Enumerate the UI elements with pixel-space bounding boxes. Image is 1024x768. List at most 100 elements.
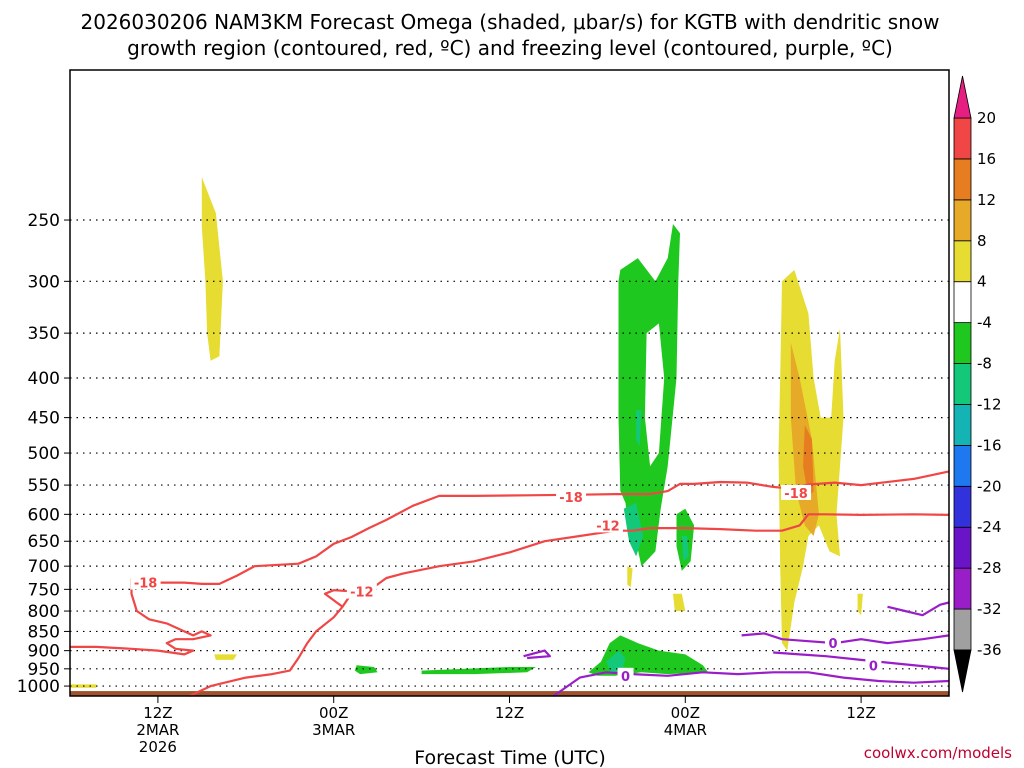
colorbar-bin-4	[953, 444, 972, 487]
freezing-label-bg	[617, 667, 634, 683]
isotherm-label-bg	[130, 574, 161, 590]
chart-title-line1: 2026030206 NAM3KM Forecast Omega (shaded…	[81, 10, 940, 34]
freezing-label-bg	[824, 635, 841, 651]
x-tick-label-2-0: 12Z	[495, 704, 524, 722]
y-tick-label-450: 450	[28, 409, 60, 429]
y-tick-label-250: 250	[28, 211, 60, 231]
x-tick-label-4-0: 12Z	[846, 704, 875, 722]
colorbar-bin-2	[953, 526, 972, 569]
colorbar-label--20: -20	[977, 477, 1002, 495]
y-tick-label-300: 300	[28, 272, 60, 292]
colorbar-bin-0	[953, 608, 972, 651]
colorbar-max-arrow	[953, 75, 972, 119]
y-axis: 2503003504004505005506006507007508008509…	[17, 211, 70, 697]
isotherm-label--12: -12	[596, 519, 620, 534]
freezing-level-label: 0	[828, 637, 837, 652]
omega-area-sinking-teal-upper	[636, 410, 642, 447]
freezing-level-line-0	[552, 671, 950, 697]
y-tick-label-500: 500	[28, 444, 60, 464]
x-tick-label-1-0: 00Z	[319, 704, 348, 722]
colorbar-bin-9	[953, 240, 972, 283]
freezing-level-line-3	[887, 601, 950, 617]
isotherm-label--18: -18	[784, 487, 808, 502]
isotherm-label-bg	[556, 489, 587, 505]
plot-area	[70, 70, 949, 696]
omega-area-sinking-right-blob-teal	[681, 536, 689, 562]
colorbar-label-20: 20	[977, 109, 996, 127]
freezing-level-label: 0	[869, 659, 878, 674]
credit-text: coolwx.com/models	[864, 744, 1012, 762]
y-tick-label-400: 400	[28, 369, 60, 389]
omega-area-sinking-low-left	[354, 665, 378, 675]
isotherm-label-bg	[592, 517, 623, 533]
omega-area-hole-sinking-main-column	[644, 323, 665, 467]
isotherm-label--18: -18	[134, 577, 158, 592]
colorbar-bin-6	[953, 363, 972, 405]
isotherm-label--12: -12	[350, 586, 374, 601]
isotherm--12-line-0	[189, 513, 950, 697]
y-tick-label-900: 900	[28, 642, 60, 662]
x-tick-label-0-2: 2026	[139, 738, 177, 756]
colorbar-bin-12	[953, 117, 972, 160]
freezing-level-line-4	[523, 649, 552, 660]
y-tick-label-350: 350	[28, 324, 60, 344]
y-tick-label-850: 850	[28, 622, 60, 642]
y-tick-label-600: 600	[28, 505, 60, 525]
omega-shading-layer	[70, 177, 863, 688]
colorbar-bin-1	[953, 567, 972, 610]
y-tick-label-950: 950	[28, 660, 60, 680]
colorbar-label--12: -12	[977, 395, 1002, 413]
y-tick-label-800: 800	[28, 602, 60, 622]
colorbar-label-16: 16	[977, 150, 996, 168]
y-tick-label-550: 550	[28, 476, 60, 496]
freezing-level-line-2	[773, 651, 950, 670]
isotherm--18-line-1	[70, 578, 212, 656]
omega-area-rising-small-5	[857, 593, 863, 616]
colorbar-bin-8	[953, 281, 972, 324]
colorbar-label--24: -24	[977, 518, 1002, 536]
omega-area-sinking-low-strip	[421, 667, 536, 675]
colorbar: -36 -32 -28 -24 -20 -16 -12 -8 -4 4 8 12 16 20	[953, 75, 1002, 693]
colorbar-label--4: -4	[977, 314, 992, 332]
omega-area-rising-small-2	[627, 566, 633, 588]
colorbar-bin-7	[953, 322, 972, 364]
y-tick-label-1000: 1000	[17, 677, 60, 697]
x-axis-label: Forecast Time (UTC)	[414, 747, 605, 768]
colorbar-bin-10	[953, 199, 972, 242]
colorbar-label-8: 8	[977, 232, 987, 250]
y-tick-label-700: 700	[28, 557, 60, 577]
isotherm--12-line-1	[323, 589, 357, 608]
freezing-level-label: 0	[621, 670, 630, 685]
ground-layer	[70, 691, 949, 696]
colorbar-label--28: -28	[977, 559, 1002, 577]
isotherm-label-bg	[781, 484, 812, 500]
colorbar-label-12: 12	[977, 191, 996, 209]
contour-layer: -18 -18 -18 -12 -12 0 0 0	[70, 470, 950, 697]
x-tick-label-1-1: 3MAR	[312, 721, 355, 739]
colorbar-label-4: 4	[977, 273, 987, 291]
colorbar-bin-11	[953, 158, 972, 201]
omega-area-rising-small-3	[214, 654, 237, 660]
isotherm-label--18: -18	[559, 491, 583, 506]
colorbar-label--8: -8	[977, 355, 992, 373]
colorbar-label--16: -16	[977, 436, 1002, 454]
x-tick-label-3-1: 4MAR	[664, 721, 707, 739]
y-tick-label-750: 750	[28, 580, 60, 600]
x-tick-label-0-0: 12Z	[143, 704, 172, 722]
colorbar-min-arrow	[953, 649, 972, 693]
chart-title-line2: growth region (contoured, red, ºC) and f…	[127, 36, 893, 60]
colorbar-label--32: -32	[977, 600, 1002, 618]
x-tick-label-3-0: 00Z	[671, 704, 700, 722]
colorbar-bin-5	[953, 404, 972, 446]
omega-area-upper-left-rising	[201, 177, 223, 361]
ground-terrain	[70, 691, 949, 696]
isotherm-label-bg	[346, 583, 377, 599]
colorbar-bin-3	[953, 485, 972, 528]
omega-area-rising-small-1	[673, 593, 686, 611]
x-tick-label-0-1: 2MAR	[136, 721, 179, 739]
y-tick-label-650: 650	[28, 532, 60, 552]
freezing-label-bg	[865, 657, 882, 673]
colorbar-label--36: -36	[977, 641, 1002, 659]
